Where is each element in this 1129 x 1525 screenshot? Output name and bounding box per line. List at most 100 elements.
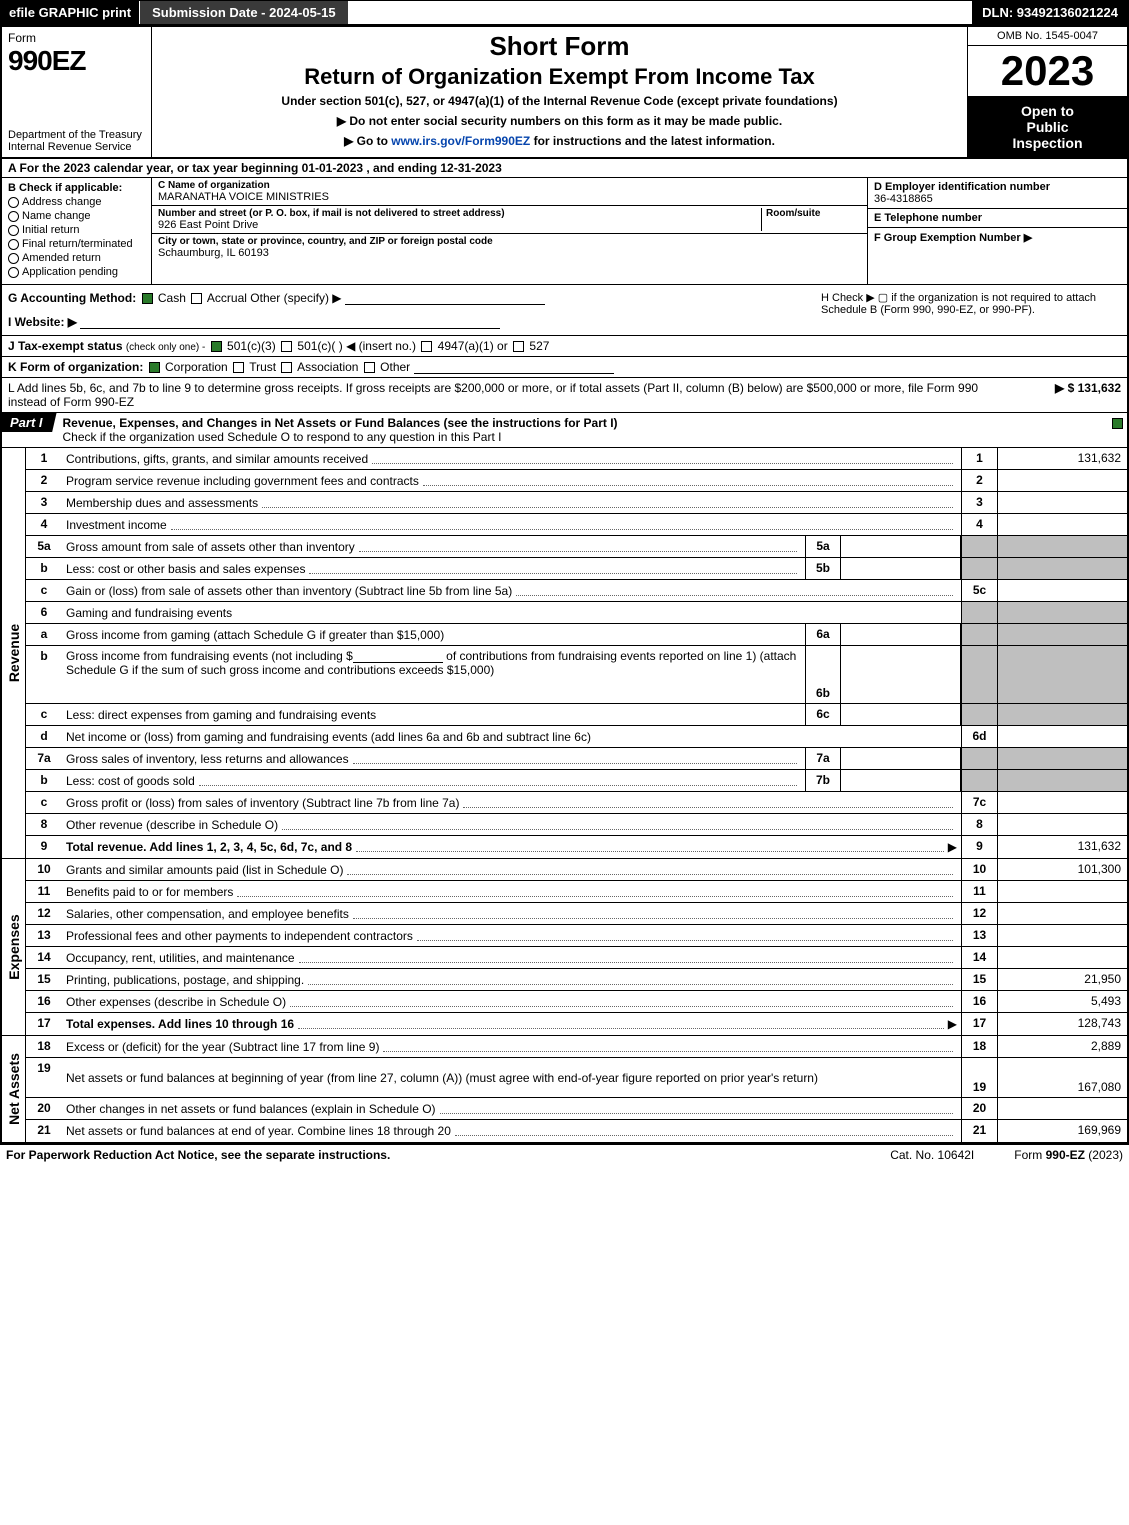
line-16: 16Other expenses (describe in Schedule O… bbox=[26, 991, 1127, 1013]
dots bbox=[282, 820, 953, 830]
dots bbox=[199, 776, 797, 786]
line-desc: Membership dues and assessments bbox=[62, 492, 961, 513]
result-num: 21 bbox=[961, 1120, 997, 1142]
street-cell: Number and street (or P. O. box, if mail… bbox=[152, 206, 867, 234]
result-val bbox=[997, 492, 1127, 513]
check-trust[interactable] bbox=[233, 362, 244, 373]
info-grid: B Check if applicable: Address change Na… bbox=[2, 178, 1127, 285]
check-cash[interactable] bbox=[142, 293, 153, 304]
check-amended-return[interactable]: Amended return bbox=[8, 252, 145, 264]
g-label: G Accounting Method: bbox=[8, 291, 136, 305]
line-num: 17 bbox=[26, 1013, 62, 1035]
efile-print-button[interactable]: efile GRAPHIC print bbox=[1, 1, 140, 24]
part-i-title-wrap: Revenue, Expenses, and Changes in Net As… bbox=[57, 413, 1107, 447]
fundraising-amount-input[interactable] bbox=[353, 649, 443, 663]
line-15: 15Printing, publications, postage, and s… bbox=[26, 969, 1127, 991]
ein-label: D Employer identification number bbox=[874, 181, 1121, 193]
part-i-tag-wrap: Part I bbox=[2, 413, 57, 432]
instruct2-pre: Go to bbox=[357, 134, 392, 148]
other-org-input[interactable] bbox=[414, 360, 614, 374]
phone-cell: E Telephone number bbox=[868, 209, 1127, 228]
column-b: B Check if applicable: Address change Na… bbox=[2, 178, 152, 284]
result-val bbox=[997, 925, 1127, 946]
revenue-rows: 1Contributions, gifts, grants, and simil… bbox=[26, 448, 1127, 858]
k-label: K Form of organization: bbox=[8, 360, 143, 374]
col-b-header: B Check if applicable: bbox=[8, 182, 145, 194]
check-address-change[interactable]: Address change bbox=[8, 196, 145, 208]
line-num: 3 bbox=[26, 492, 62, 513]
irs-link[interactable]: www.irs.gov/Form990EZ bbox=[391, 134, 530, 148]
check-501c[interactable] bbox=[281, 341, 292, 352]
schedule-o-check[interactable] bbox=[1107, 413, 1127, 433]
i-label: I Website: ▶ bbox=[8, 315, 77, 329]
line-desc: Other revenue (describe in Schedule O) bbox=[62, 814, 961, 835]
check-application-pending[interactable]: Application pending bbox=[8, 266, 145, 278]
result-val bbox=[997, 536, 1127, 557]
check-name-change[interactable]: Name change bbox=[8, 210, 145, 222]
header-right: OMB No. 1545-0047 2023 Open to Public In… bbox=[967, 27, 1127, 157]
sub-num: 5b bbox=[805, 558, 841, 579]
line-desc: Printing, publications, postage, and shi… bbox=[62, 969, 961, 990]
result-val bbox=[997, 726, 1127, 747]
dots bbox=[353, 909, 953, 919]
line-num: 8 bbox=[26, 814, 62, 835]
sub-val bbox=[841, 748, 961, 769]
opt-527: 527 bbox=[529, 339, 549, 353]
check-initial-return[interactable]: Initial return bbox=[8, 224, 145, 236]
chk-label: Initial return bbox=[22, 224, 79, 236]
result-num: 6d bbox=[961, 726, 997, 747]
result-val bbox=[997, 624, 1127, 645]
line-5b: bLess: cost or other basis and sales exp… bbox=[26, 558, 1127, 580]
desc-text: Other changes in net assets or fund bala… bbox=[66, 1102, 436, 1116]
website-input[interactable] bbox=[80, 315, 500, 329]
dots bbox=[308, 975, 953, 985]
form-post: (2023) bbox=[1085, 1148, 1123, 1162]
check-final-return[interactable]: Final return/terminated bbox=[8, 238, 145, 250]
city-label: City or town, state or province, country… bbox=[158, 236, 861, 247]
expenses-sidebar: Expenses bbox=[2, 859, 26, 1035]
sub-num: 7a bbox=[805, 748, 841, 769]
line-num: 1 bbox=[26, 448, 62, 469]
line-num: 4 bbox=[26, 514, 62, 535]
desc-text-1: Gross income from fundraising events (no… bbox=[66, 649, 353, 663]
check-other[interactable] bbox=[364, 362, 375, 373]
row-l: L Add lines 5b, 6c, and 7b to line 9 to … bbox=[2, 378, 1127, 413]
instruction-2: ▶ Go to www.irs.gov/Form990EZ for instru… bbox=[160, 134, 959, 148]
line-desc: Gross profit or (loss) from sales of inv… bbox=[62, 792, 961, 813]
l-text: L Add lines 5b, 6c, and 7b to line 9 to … bbox=[8, 381, 981, 409]
line-num: 10 bbox=[26, 859, 62, 880]
header-center: Short Form Return of Organization Exempt… bbox=[152, 27, 967, 157]
check-accrual[interactable] bbox=[191, 293, 202, 304]
check-assoc[interactable] bbox=[281, 362, 292, 373]
line-9: 9Total revenue. Add lines 1, 2, 3, 4, 5c… bbox=[26, 836, 1127, 858]
result-val bbox=[997, 470, 1127, 491]
row-g-h: G Accounting Method: Cash Accrual Other … bbox=[2, 285, 1127, 336]
result-num: 9 bbox=[961, 836, 997, 858]
line-num: 19 bbox=[26, 1058, 62, 1097]
check-4947[interactable] bbox=[421, 341, 432, 352]
street-label: Number and street (or P. O. box, if mail… bbox=[158, 208, 761, 219]
line-desc: Contributions, gifts, grants, and simila… bbox=[62, 448, 961, 469]
line-desc: Gross sales of inventory, less returns a… bbox=[62, 748, 805, 769]
footer: For Paperwork Reduction Act Notice, see … bbox=[0, 1144, 1129, 1165]
form-bold: 990-EZ bbox=[1046, 1148, 1085, 1162]
result-val bbox=[997, 580, 1127, 601]
check-527[interactable] bbox=[513, 341, 524, 352]
line-12: 12Salaries, other compensation, and empl… bbox=[26, 903, 1127, 925]
line-desc: Program service revenue including govern… bbox=[62, 470, 961, 491]
line-num: 20 bbox=[26, 1098, 62, 1119]
checkbox-icon bbox=[8, 211, 19, 222]
result-num bbox=[961, 536, 997, 557]
instruction-1: Do not enter social security numbers on … bbox=[160, 114, 959, 128]
line-11: 11Benefits paid to or for members11 bbox=[26, 881, 1127, 903]
other-input[interactable] bbox=[345, 291, 545, 305]
open-line3: Inspection bbox=[972, 135, 1123, 151]
arrow-icon: ▶ bbox=[344, 134, 357, 148]
dots bbox=[383, 1042, 953, 1052]
desc-text: Professional fees and other payments to … bbox=[66, 929, 413, 943]
result-num: 4 bbox=[961, 514, 997, 535]
checkbox-icon bbox=[8, 225, 19, 236]
netassets-sidebar-text: Net Assets bbox=[6, 1053, 22, 1125]
check-501c3[interactable] bbox=[211, 341, 222, 352]
check-corp[interactable] bbox=[149, 362, 160, 373]
